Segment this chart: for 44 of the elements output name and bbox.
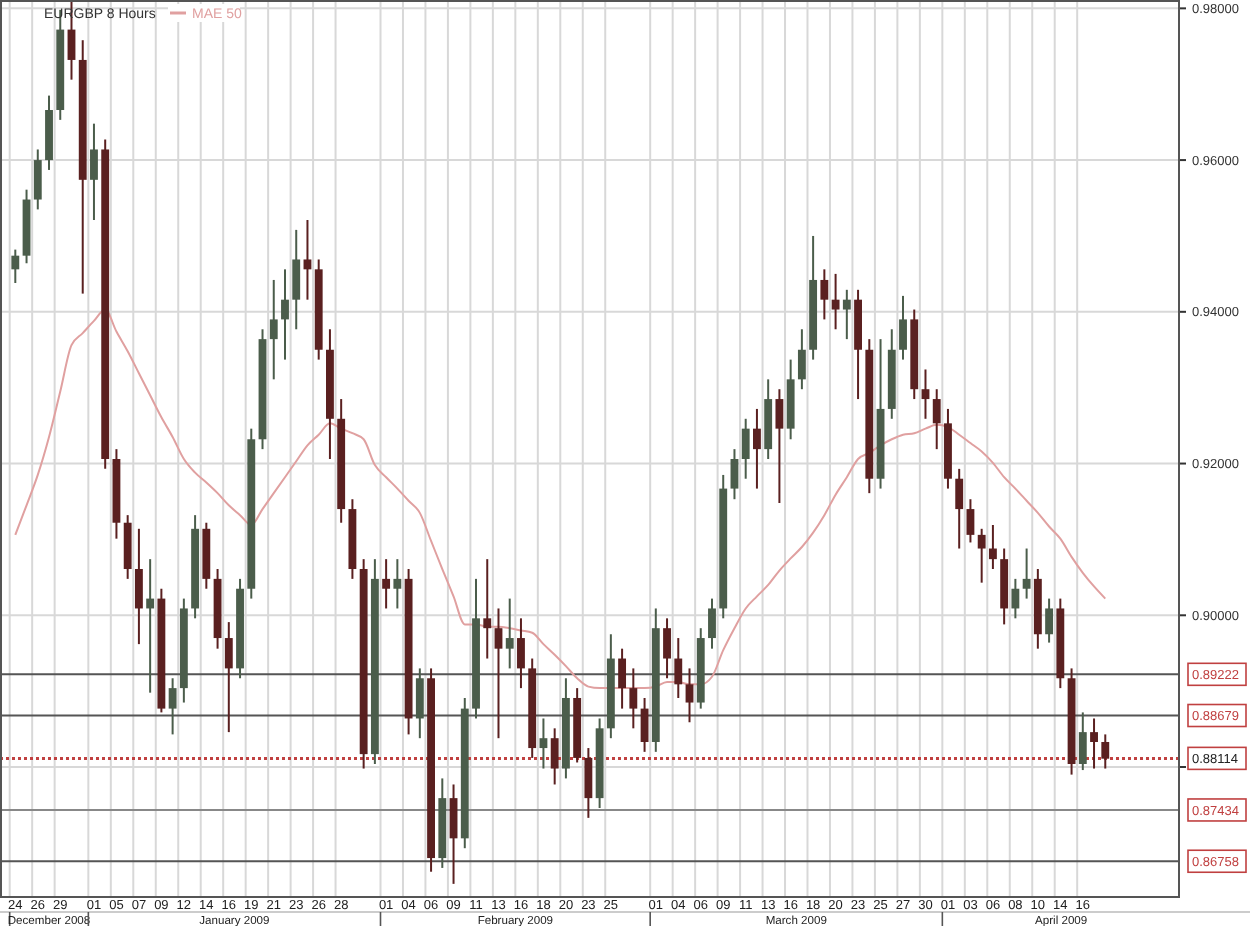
candlestick [730, 448, 739, 501]
candlestick [1101, 733, 1110, 770]
candlestick [517, 617, 525, 690]
candlestick [1045, 597, 1054, 644]
candlestick [269, 278, 278, 381]
candlestick [1090, 717, 1098, 770]
candlestick [281, 268, 289, 361]
candlestick [921, 368, 930, 420]
candlestick [1022, 547, 1031, 600]
candlestick [775, 388, 784, 504]
candlestick [685, 667, 694, 724]
candlestick [90, 122, 98, 222]
candlestick [584, 747, 593, 819]
candlestick [393, 558, 402, 610]
candlestick [988, 524, 997, 571]
candlestick [618, 647, 627, 710]
candlestick [494, 607, 503, 740]
candlestick [831, 272, 840, 331]
candlestick [134, 527, 143, 646]
candlestick [932, 388, 941, 451]
candlestick [899, 294, 907, 361]
candlestick [708, 597, 716, 650]
candlestick [550, 727, 559, 786]
candlestick [842, 288, 851, 341]
candlestick [741, 417, 750, 480]
candlestick [820, 268, 829, 321]
candlestick [303, 219, 312, 301]
candlestick [966, 498, 975, 544]
candlestick [382, 558, 391, 610]
candlestick [123, 514, 132, 580]
candlestick [674, 637, 683, 699]
candlestick [1011, 577, 1020, 620]
candlestick [33, 148, 42, 211]
candlestick [955, 467, 964, 550]
candlestick [505, 597, 514, 670]
candlestick [663, 617, 671, 680]
candlestick [483, 558, 492, 660]
candlestick [753, 407, 761, 490]
candlestick [224, 621, 233, 734]
candlestick [629, 667, 638, 730]
candlestick [292, 228, 301, 331]
candlestick [797, 328, 806, 391]
candlestick [11, 248, 20, 284]
candlestick [977, 527, 986, 584]
